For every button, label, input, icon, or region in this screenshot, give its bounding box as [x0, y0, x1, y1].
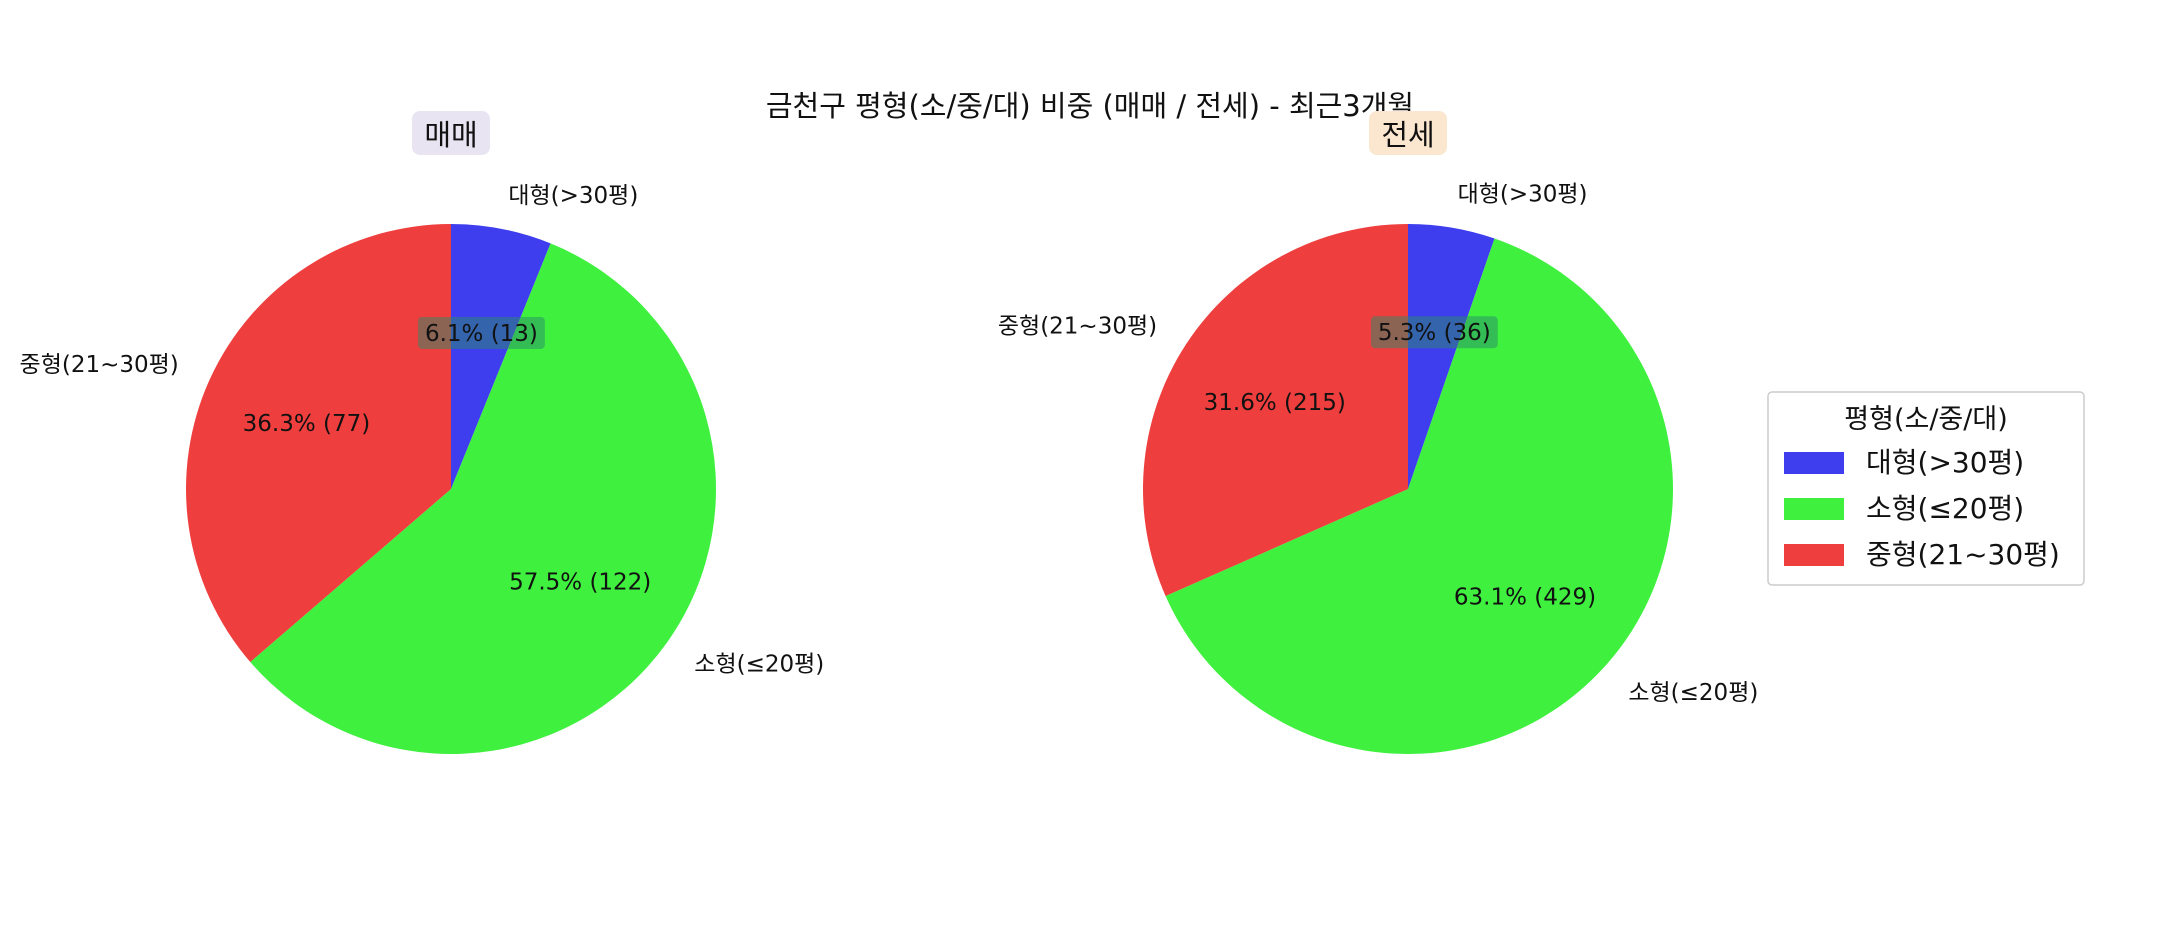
legend-entries: 대형(>30평) 소형(≤20평) 중형(21~30평): [1784, 446, 2060, 571]
percent-label: 63.1% (429): [1454, 585, 1596, 611]
slice-label: 대형(>30평): [508, 183, 638, 209]
figure-title: 금천구 평형(소/중/대) 비중 (매매 / 전세) - 최근3개월: [766, 89, 1414, 123]
percent-label: 5.3% (36): [1378, 320, 1491, 346]
legend-swatch: [1784, 544, 1844, 566]
slice-label: 중형(21~30평): [20, 352, 179, 378]
percent-label-box: [1370, 316, 1498, 349]
pie-slice: [451, 224, 551, 489]
pie-slice: [185, 224, 452, 662]
subplot-title-badge: [1369, 111, 1447, 155]
percent-label: 31.6% (215): [1204, 390, 1346, 416]
legend-frame: [1767, 391, 2085, 586]
legend-title: 평형(소/중/대): [1844, 404, 2007, 435]
legend: 평형(소/중/대) 대형(>30평) 소형(≤20평) 중형(21~30평): [1767, 391, 2085, 586]
pie-slice: [1165, 238, 1673, 754]
percent-label: 57.5% (122): [509, 570, 651, 596]
subplot-title-badge: [412, 111, 490, 155]
slice-label: 소형(≤20평): [1628, 680, 1758, 706]
pie-slice: [1408, 224, 1495, 489]
legend-entry-label: 소형(≤20평): [1866, 492, 2024, 525]
pie-slice: [250, 243, 716, 754]
pie-slice: [1143, 224, 1408, 597]
slice-label: 소형(≤20평): [694, 652, 824, 678]
slice-label: 대형(>30평): [1458, 182, 1588, 208]
subplot-title: 전세: [1381, 118, 1434, 152]
percent-label: 36.3% (77): [243, 411, 371, 437]
slice-label: 중형(21~30평): [998, 314, 1157, 340]
percent-label-box: [418, 316, 545, 349]
legend-entry-label: 중형(21~30평): [1866, 538, 2060, 571]
legend-swatch: [1784, 452, 1844, 474]
legend-swatch: [1784, 498, 1844, 520]
legend-entry-label: 대형(>30평): [1866, 446, 2024, 479]
percent-label: 6.1% (13): [425, 321, 538, 347]
subplot-title: 매매: [424, 118, 477, 152]
